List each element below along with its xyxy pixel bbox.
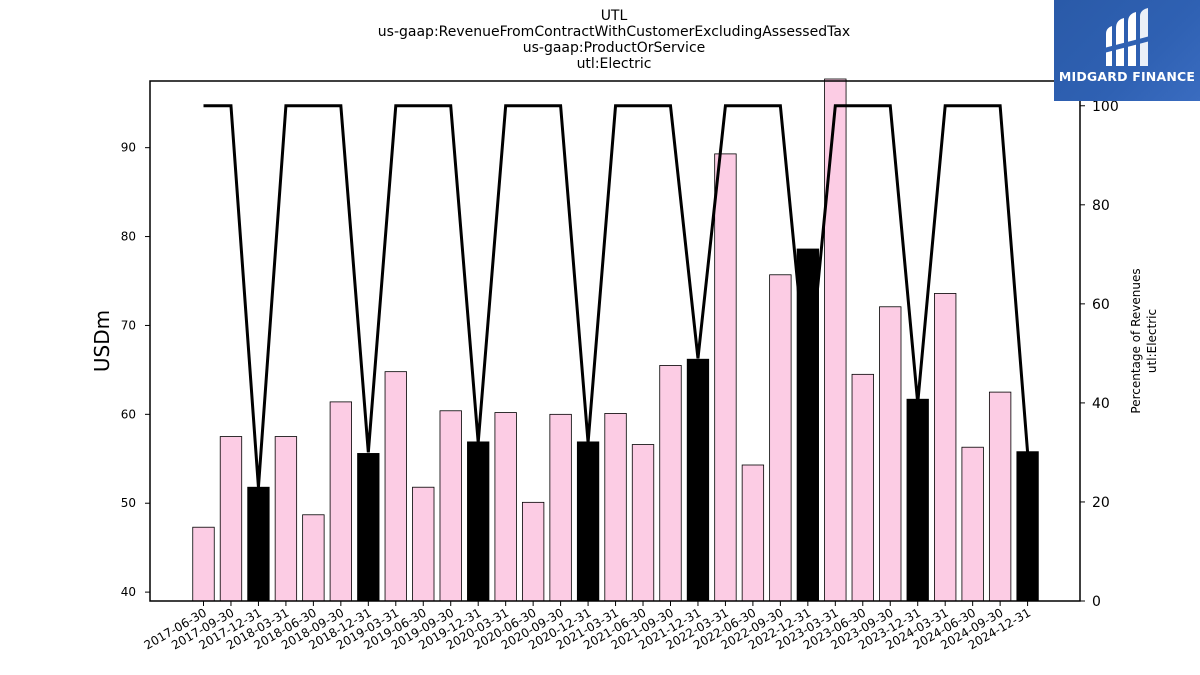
y-tick-label: 90: [121, 141, 136, 155]
bar-2017-12-31: [247, 486, 270, 602]
bar-2020-09-30: [549, 413, 572, 602]
bar-2024-09-30: [988, 391, 1012, 602]
title-line-3: us-gaap:ProductOrService: [523, 40, 706, 56]
bar-2024-03-31: [934, 293, 957, 602]
bar-2018-06-30: [302, 514, 325, 602]
midgard-finance-logo: MIDGARD FINANCE: [1054, 0, 1200, 101]
logo-mark-icon: [1104, 8, 1150, 66]
bar-2024-06-30: [961, 446, 984, 602]
y-tick-label: 50: [121, 496, 136, 510]
bar-2024-12-31: [1016, 451, 1039, 602]
percentage-line-series: [203, 104, 1030, 488]
y-tick-label: 40: [121, 585, 136, 599]
bar-2019-12-31: [467, 441, 490, 602]
bar-2021-09-30: [659, 365, 682, 602]
y2-tick-label: 100: [1092, 99, 1119, 115]
logo-text: MIDGARD FINANCE: [1058, 69, 1196, 84]
bar-2018-09-30: [329, 401, 353, 602]
title-line-4: utl:Electric: [577, 56, 652, 72]
bar-2023-12-31: [906, 398, 929, 602]
y-tick-label: 80: [121, 230, 136, 244]
bar-2022-03-31: [714, 153, 737, 602]
bar-2017-06-30: [192, 526, 215, 602]
y-axis-label: USDm: [90, 310, 114, 372]
bar-2021-06-30: [631, 444, 655, 602]
y2-tick-label: 80: [1092, 198, 1110, 214]
bar-2020-06-30: [521, 501, 545, 602]
bar-2019-03-31: [384, 371, 407, 602]
bar-2018-12-31: [357, 453, 380, 602]
bar-2023-03-31: [824, 78, 847, 602]
bar-2023-09-30: [879, 306, 902, 602]
bar-2020-12-31: [576, 441, 600, 602]
chart-title: UTL us-gaap:RevenueFromContractWithCusto…: [378, 8, 850, 72]
bar-2021-03-31: [604, 413, 627, 602]
title-line-1: UTL: [601, 8, 628, 24]
title-line-2: us-gaap:RevenueFromContractWithCustomerE…: [378, 24, 850, 40]
bar-series: [192, 78, 1039, 602]
y2-tick-label: 0: [1092, 594, 1101, 610]
y2-tick-label: 60: [1092, 297, 1110, 313]
y-tick-label: 60: [121, 407, 136, 421]
bar-2022-06-30: [741, 464, 765, 602]
plot-frame: [149, 80, 1081, 602]
y2-axis-label-line-2: utl:Electric: [1145, 309, 1159, 373]
bar-2019-06-30: [412, 486, 435, 602]
bar-2023-06-30: [851, 373, 874, 602]
y-tick-label: 70: [121, 318, 136, 332]
bar-2022-09-30: [769, 274, 792, 602]
y2-axis-label-line-1: Percentage of Revenues: [1129, 268, 1143, 413]
y2-tick-label: 40: [1092, 396, 1110, 412]
bar-2021-12-31: [686, 358, 710, 602]
bar-2018-03-31: [274, 436, 298, 602]
bar-2019-09-30: [439, 410, 462, 602]
percentage-line: [203, 104, 1030, 488]
y2-tick-label: 20: [1092, 495, 1110, 511]
bar-2020-03-31: [494, 412, 517, 602]
bar-2017-09-30: [219, 436, 243, 602]
